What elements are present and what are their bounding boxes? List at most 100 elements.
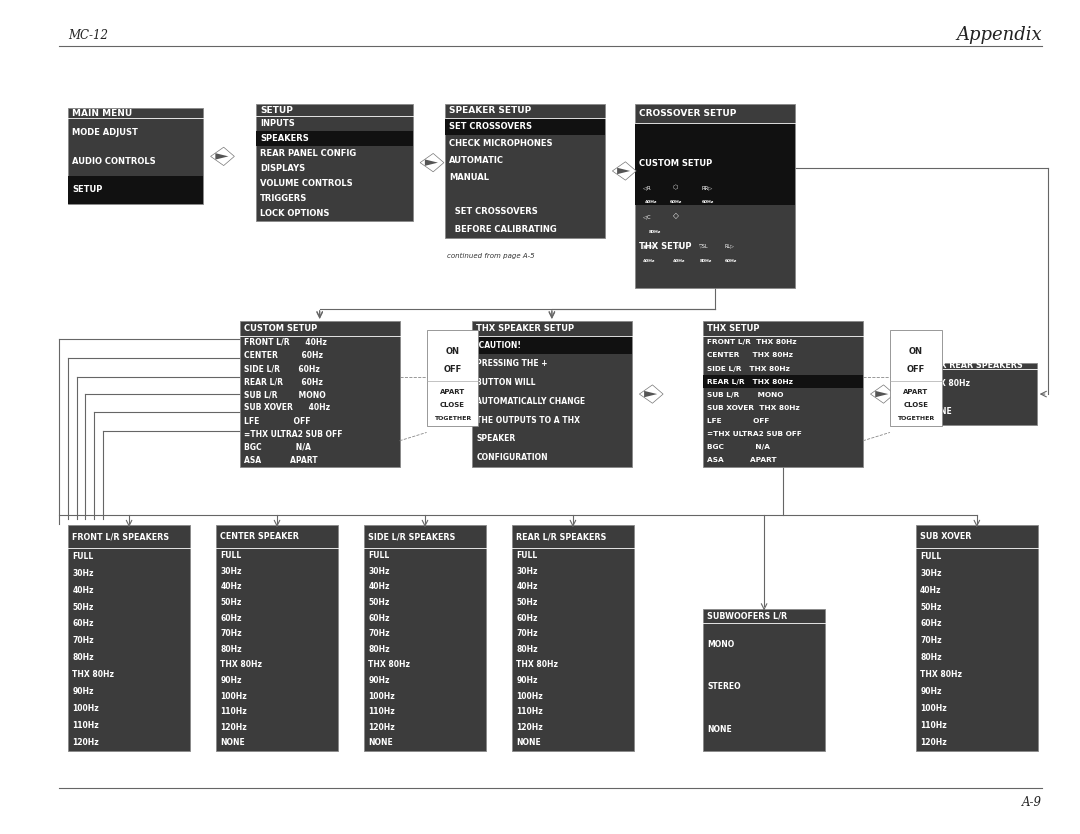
Text: LOCK OPTIONS: LOCK OPTIONS xyxy=(260,209,329,218)
Text: 60Hz: 60Hz xyxy=(725,259,737,263)
Text: 90Hz: 90Hz xyxy=(920,687,942,696)
Text: MONO: MONO xyxy=(707,640,734,649)
Text: 120Hz: 120Hz xyxy=(516,723,543,731)
Text: 60Hz: 60Hz xyxy=(72,620,94,629)
FancyBboxPatch shape xyxy=(427,330,478,426)
Text: ASA          APART: ASA APART xyxy=(707,458,777,464)
FancyBboxPatch shape xyxy=(216,525,338,751)
Text: 90Hz: 90Hz xyxy=(72,687,94,696)
Text: TRIGGERS: TRIGGERS xyxy=(260,194,308,203)
Text: THX 80Hz: THX 80Hz xyxy=(220,661,262,670)
Text: SUBWOOFERS L/R: SUBWOOFERS L/R xyxy=(707,611,787,620)
Text: ◁L: ◁L xyxy=(675,244,681,249)
Text: SUB L/R        MONO: SUB L/R MONO xyxy=(244,390,326,399)
Text: TOGETHER: TOGETHER xyxy=(897,416,934,421)
Text: 40Hz: 40Hz xyxy=(368,582,390,591)
Text: THX REAR SPEAKERS: THX REAR SPEAKERS xyxy=(928,361,1023,370)
Text: REAR L/R   THX 80Hz: REAR L/R THX 80Hz xyxy=(707,379,794,384)
Text: 60Hz: 60Hz xyxy=(516,614,538,623)
FancyBboxPatch shape xyxy=(364,525,486,751)
Text: FULL: FULL xyxy=(516,551,538,560)
Text: NONE: NONE xyxy=(368,738,393,747)
Text: CHECK MICROPHONES: CHECK MICROPHONES xyxy=(449,138,553,148)
Text: 30Hz: 30Hz xyxy=(516,567,538,575)
Text: 100Hz: 100Hz xyxy=(920,704,947,713)
Text: SPEAKER: SPEAKER xyxy=(476,435,515,444)
Polygon shape xyxy=(211,148,234,165)
Text: 80Hz: 80Hz xyxy=(72,653,94,662)
Text: 30Hz: 30Hz xyxy=(72,569,94,578)
Text: DISPLAYS: DISPLAYS xyxy=(260,164,306,173)
Polygon shape xyxy=(644,391,657,397)
Text: CENTER     THX 80Hz: CENTER THX 80Hz xyxy=(707,353,794,359)
Polygon shape xyxy=(870,385,894,404)
Text: CONFIGURATION: CONFIGURATION xyxy=(476,453,548,462)
Text: OFF: OFF xyxy=(444,365,461,374)
Text: SUB XOVER  THX 80Hz: SUB XOVER THX 80Hz xyxy=(707,405,800,411)
Text: 40Hz: 40Hz xyxy=(673,259,685,263)
FancyBboxPatch shape xyxy=(256,104,413,221)
Text: SUB L/R       MONO: SUB L/R MONO xyxy=(707,392,784,398)
FancyBboxPatch shape xyxy=(472,336,632,354)
Text: 110Hz: 110Hz xyxy=(72,721,99,730)
Text: THX SETUP: THX SETUP xyxy=(707,324,760,333)
Text: NONE: NONE xyxy=(516,738,541,747)
Text: LFE            OFF: LFE OFF xyxy=(707,418,770,424)
Text: 70Hz: 70Hz xyxy=(920,636,942,646)
Text: 60Hz: 60Hz xyxy=(220,614,242,623)
Text: 80Hz: 80Hz xyxy=(700,259,712,263)
Text: REAR L/R       60Hz: REAR L/R 60Hz xyxy=(244,377,323,386)
Text: 80Hz: 80Hz xyxy=(649,229,661,234)
Text: TOGETHER: TOGETHER xyxy=(434,416,471,421)
Text: 40Hz: 40Hz xyxy=(516,582,538,591)
Text: ASA           APART: ASA APART xyxy=(244,456,318,465)
Text: FULL: FULL xyxy=(368,551,390,560)
Text: FRONT L/R SPEAKERS: FRONT L/R SPEAKERS xyxy=(72,532,170,541)
Text: 120Hz: 120Hz xyxy=(368,723,395,731)
Text: MODE ADJUST: MODE ADJUST xyxy=(72,128,138,137)
Polygon shape xyxy=(875,391,888,397)
Text: FRONT L/R      40Hz: FRONT L/R 40Hz xyxy=(244,338,327,347)
Text: 40Hz: 40Hz xyxy=(643,259,654,263)
Text: CUSTOM SETUP: CUSTOM SETUP xyxy=(639,159,713,168)
Text: 40Hz: 40Hz xyxy=(72,585,94,595)
Text: ▣SUB: ▣SUB xyxy=(643,244,656,249)
Text: 120Hz: 120Hz xyxy=(220,723,247,731)
Text: SIDE L/R   THX 80Hz: SIDE L/R THX 80Hz xyxy=(707,365,791,371)
Text: ◇: ◇ xyxy=(673,211,678,220)
FancyBboxPatch shape xyxy=(445,104,605,238)
FancyBboxPatch shape xyxy=(923,363,1037,425)
Text: 90Hz: 90Hz xyxy=(516,676,538,685)
FancyBboxPatch shape xyxy=(472,321,632,467)
Text: THX SPEAKER SETUP: THX SPEAKER SETUP xyxy=(476,324,575,333)
Text: 80Hz: 80Hz xyxy=(368,645,390,654)
Text: A-9: A-9 xyxy=(1022,796,1042,809)
Text: THX SETUP: THX SETUP xyxy=(639,242,692,251)
Text: PRESSING THE +: PRESSING THE + xyxy=(476,359,548,369)
Text: 50Hz: 50Hz xyxy=(368,598,390,607)
Text: OFF: OFF xyxy=(907,365,924,374)
Text: FULL: FULL xyxy=(72,552,94,561)
Polygon shape xyxy=(612,162,636,180)
Text: ON: ON xyxy=(909,347,922,356)
Text: 70Hz: 70Hz xyxy=(368,629,390,638)
Text: continued from page A-5: continued from page A-5 xyxy=(447,253,535,259)
Text: SPEAKER SETUP: SPEAKER SETUP xyxy=(449,107,531,115)
Text: 120Hz: 120Hz xyxy=(920,737,947,746)
FancyBboxPatch shape xyxy=(703,321,863,467)
Text: 110Hz: 110Hz xyxy=(368,707,395,716)
Text: 60Hz: 60Hz xyxy=(368,614,390,623)
Text: STEREO: STEREO xyxy=(707,682,741,691)
Text: 110Hz: 110Hz xyxy=(220,707,247,716)
Text: BGC             N/A: BGC N/A xyxy=(244,443,311,452)
Text: SPEAKERS: SPEAKERS xyxy=(260,134,309,143)
Text: 50Hz: 50Hz xyxy=(920,602,942,611)
Text: SUB XOVER: SUB XOVER xyxy=(920,532,972,541)
Text: REAR L/R SPEAKERS: REAR L/R SPEAKERS xyxy=(516,532,607,541)
Text: AUTOMATIC: AUTOMATIC xyxy=(449,156,504,165)
Text: BUTTON WILL: BUTTON WILL xyxy=(476,378,536,387)
Text: BEFORE CALIBRATING: BEFORE CALIBRATING xyxy=(449,224,557,234)
Text: 50Hz: 50Hz xyxy=(220,598,242,607)
Text: THX 80Hz: THX 80Hz xyxy=(516,661,558,670)
FancyBboxPatch shape xyxy=(512,525,634,751)
